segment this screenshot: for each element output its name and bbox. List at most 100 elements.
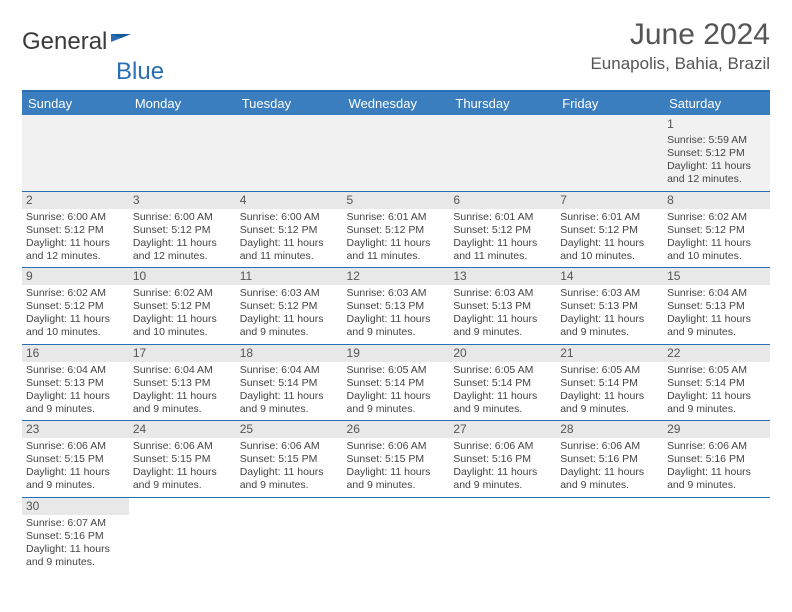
cell-line-ss: Sunset: 5:14 PM [667,377,766,390]
calendar-cell [343,115,450,191]
cell-line-d2: and 9 minutes. [667,326,766,339]
title-block: June 2024 Eunapolis, Bahia, Brazil [590,18,770,74]
cell-line-sr: Sunrise: 6:03 AM [347,287,446,300]
logo: General [22,28,133,56]
calendar-cell: 26Sunrise: 6:06 AMSunset: 5:15 PMDayligh… [343,421,450,498]
cell-line-d2: and 9 minutes. [347,479,446,492]
cell-line-d1: Daylight: 11 hours [667,390,766,403]
cell-line-sr: Sunrise: 6:04 AM [240,364,339,377]
cell-line-ss: Sunset: 5:15 PM [240,453,339,466]
day-number: 11 [236,268,343,285]
cell-line-d1: Daylight: 11 hours [453,466,552,479]
calendar-row: 9Sunrise: 6:02 AMSunset: 5:12 PMDaylight… [22,268,770,345]
day-number: 12 [343,268,450,285]
calendar-row: 2Sunrise: 6:00 AMSunset: 5:12 PMDaylight… [22,191,770,268]
cell-line-ss: Sunset: 5:12 PM [453,224,552,237]
page-title: June 2024 [590,18,770,52]
cell-line-sr: Sunrise: 6:01 AM [453,211,552,224]
cell-line-ss: Sunset: 5:13 PM [26,377,125,390]
cell-line-ss: Sunset: 5:13 PM [347,300,446,313]
calendar-row: 23Sunrise: 6:06 AMSunset: 5:15 PMDayligh… [22,421,770,498]
cell-line-ss: Sunset: 5:13 PM [133,377,232,390]
cell-line-d2: and 10 minutes. [667,250,766,263]
day-number: 15 [663,268,770,285]
cell-line-d1: Daylight: 11 hours [560,237,659,250]
day-number: 5 [343,192,450,209]
cell-line-sr: Sunrise: 5:59 AM [667,134,766,147]
calendar-cell: 13Sunrise: 6:03 AMSunset: 5:13 PMDayligh… [449,268,556,345]
calendar-cell [449,497,556,573]
day-number: 16 [22,345,129,362]
cell-line-d2: and 9 minutes. [667,403,766,416]
cell-line-d2: and 9 minutes. [453,479,552,492]
day-number: 26 [343,421,450,438]
cell-line-d1: Daylight: 11 hours [453,237,552,250]
calendar-row: 16Sunrise: 6:04 AMSunset: 5:13 PMDayligh… [22,344,770,421]
calendar-cell: 7Sunrise: 6:01 AMSunset: 5:12 PMDaylight… [556,191,663,268]
calendar-cell [449,115,556,191]
calendar-cell: 16Sunrise: 6:04 AMSunset: 5:13 PMDayligh… [22,344,129,421]
cell-line-d1: Daylight: 11 hours [240,466,339,479]
calendar-cell [22,115,129,191]
calendar-cell: 21Sunrise: 6:05 AMSunset: 5:14 PMDayligh… [556,344,663,421]
cell-line-d2: and 9 minutes. [347,326,446,339]
day-header: Wednesday [343,91,450,115]
cell-line-d2: and 9 minutes. [667,479,766,492]
day-header: Friday [556,91,663,115]
cell-line-ss: Sunset: 5:15 PM [133,453,232,466]
day-number: 17 [129,345,236,362]
day-number: 20 [449,345,556,362]
cell-line-ss: Sunset: 5:12 PM [133,300,232,313]
day-number: 13 [449,268,556,285]
calendar-cell: 20Sunrise: 6:05 AMSunset: 5:14 PMDayligh… [449,344,556,421]
cell-line-ss: Sunset: 5:14 PM [560,377,659,390]
flag-icon [109,29,133,57]
cell-line-d1: Daylight: 11 hours [26,313,125,326]
cell-line-d1: Daylight: 11 hours [26,466,125,479]
cell-line-d1: Daylight: 11 hours [133,390,232,403]
calendar-cell [236,115,343,191]
cell-line-sr: Sunrise: 6:01 AM [560,211,659,224]
day-header: Tuesday [236,91,343,115]
cell-line-ss: Sunset: 5:13 PM [560,300,659,313]
calendar-cell: 11Sunrise: 6:03 AMSunset: 5:12 PMDayligh… [236,268,343,345]
day-number: 27 [449,421,556,438]
cell-line-sr: Sunrise: 6:05 AM [347,364,446,377]
day-number: 9 [22,268,129,285]
cell-line-d2: and 9 minutes. [560,403,659,416]
calendar-cell: 3Sunrise: 6:00 AMSunset: 5:12 PMDaylight… [129,191,236,268]
calendar-cell: 15Sunrise: 6:04 AMSunset: 5:13 PMDayligh… [663,268,770,345]
day-number: 18 [236,345,343,362]
cell-line-ss: Sunset: 5:12 PM [667,147,766,160]
calendar-cell: 22Sunrise: 6:05 AMSunset: 5:14 PMDayligh… [663,344,770,421]
calendar-body: 1Sunrise: 5:59 AMSunset: 5:12 PMDaylight… [22,115,770,573]
calendar-cell: 5Sunrise: 6:01 AMSunset: 5:12 PMDaylight… [343,191,450,268]
day-number: 1 [667,117,766,134]
calendar-cell: 14Sunrise: 6:03 AMSunset: 5:13 PMDayligh… [556,268,663,345]
day-number: 7 [556,192,663,209]
cell-line-ss: Sunset: 5:12 PM [240,224,339,237]
calendar-cell: 17Sunrise: 6:04 AMSunset: 5:13 PMDayligh… [129,344,236,421]
cell-line-ss: Sunset: 5:14 PM [453,377,552,390]
day-number: 14 [556,268,663,285]
cell-line-sr: Sunrise: 6:06 AM [453,440,552,453]
day-number: 23 [22,421,129,438]
cell-line-ss: Sunset: 5:14 PM [240,377,339,390]
cell-line-sr: Sunrise: 6:00 AM [133,211,232,224]
cell-line-d2: and 10 minutes. [560,250,659,263]
cell-line-ss: Sunset: 5:13 PM [453,300,552,313]
day-header: Thursday [449,91,556,115]
cell-line-d2: and 9 minutes. [26,403,125,416]
calendar-row: 1Sunrise: 5:59 AMSunset: 5:12 PMDaylight… [22,115,770,191]
cell-line-d1: Daylight: 11 hours [240,390,339,403]
calendar-cell [663,497,770,573]
cell-line-sr: Sunrise: 6:06 AM [26,440,125,453]
cell-line-d2: and 9 minutes. [240,479,339,492]
calendar-cell [556,497,663,573]
cell-line-d1: Daylight: 11 hours [26,543,125,556]
calendar-cell [129,115,236,191]
calendar-cell: 4Sunrise: 6:00 AMSunset: 5:12 PMDaylight… [236,191,343,268]
calendar-cell: 29Sunrise: 6:06 AMSunset: 5:16 PMDayligh… [663,421,770,498]
cell-line-d1: Daylight: 11 hours [560,466,659,479]
day-number: 29 [663,421,770,438]
